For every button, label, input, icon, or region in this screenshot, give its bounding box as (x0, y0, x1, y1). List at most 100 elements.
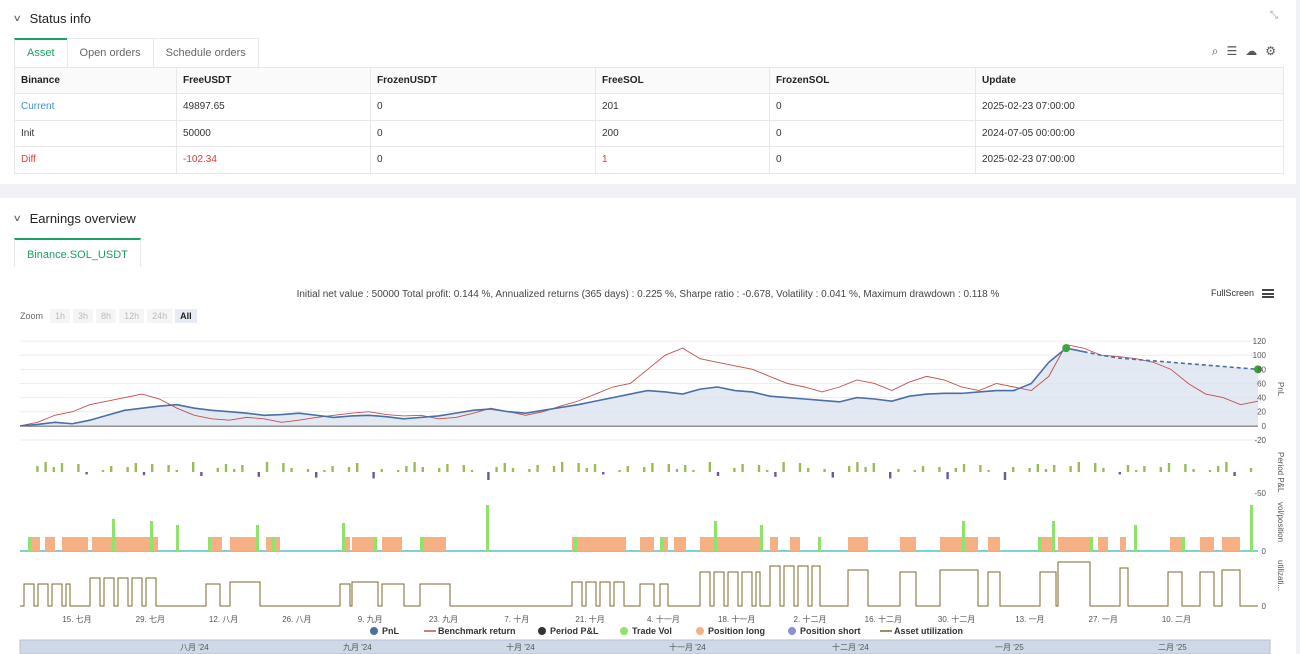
period-bar (913, 470, 916, 472)
period-bar (626, 466, 629, 472)
period-bar (257, 472, 260, 477)
zoom-12h-button[interactable]: 12h (119, 309, 145, 323)
position-long-block (1170, 537, 1182, 551)
legend-item: Period P&L (550, 626, 599, 636)
period-bar (561, 462, 564, 472)
period-bar (306, 469, 310, 472)
chevron-down-icon[interactable]: ∨ (12, 213, 22, 223)
period-bar (495, 467, 498, 472)
period-bar (675, 469, 679, 472)
period-bar (1012, 467, 1015, 472)
position-long-block (45, 537, 55, 551)
period-bar (1159, 467, 1162, 472)
col-frozen-usdt: FrozenUSDT (370, 67, 596, 94)
cell-free-usdt: 49897.65 (176, 93, 371, 121)
period-bar (446, 464, 449, 472)
period-bar (1249, 468, 1253, 472)
position-long-block (700, 537, 760, 551)
period-bar (44, 462, 47, 472)
tab-binance-sol-usdt[interactable]: Binance.SOL_USDT (14, 238, 141, 267)
position-long-block (208, 537, 222, 551)
period-bar (134, 463, 137, 472)
period-bar (708, 462, 711, 472)
cell-free-usdt: -102.34 (176, 146, 371, 174)
status-info-panel: ∨ Status info ⤡ Asset Open orders Schedu… (0, 0, 1296, 184)
trade-vol-bar (1090, 537, 1093, 551)
pnl-tick-label: 100 (1253, 351, 1267, 360)
row-label: Init (14, 119, 177, 147)
tab-asset[interactable]: Asset (14, 38, 68, 67)
period-bar (872, 463, 875, 472)
period-bar (774, 472, 777, 477)
zoom-3h-button[interactable]: 3h (73, 309, 94, 323)
col-free-usdt: FreeUSDT (176, 67, 371, 94)
end-marker (1254, 365, 1262, 374)
period-bar (593, 464, 597, 472)
trade-vol-bar (256, 525, 259, 551)
trade-vol-bar (1052, 521, 1055, 551)
period-bar (52, 467, 55, 472)
period-bar (667, 464, 670, 472)
period-bar (438, 468, 441, 472)
x-tick-label: 29. 七月 (136, 615, 165, 624)
chevron-down-icon[interactable]: ∨ (12, 13, 22, 23)
earnings-chart[interactable]: 120 100 80 60 40 20 0 -20 -50 0 0 15. 七月 29. 七月 1… (0, 332, 1296, 654)
x-tick-label: 7. 十月 (504, 614, 529, 624)
pnl-tick-label: 60 (1257, 379, 1266, 388)
x-tick-label: 15. 七月 (62, 615, 91, 624)
period-bar (692, 470, 695, 472)
period-bar (241, 465, 244, 472)
tab-open-orders[interactable]: Open orders (66, 38, 154, 67)
navigator-range (19, 639, 1271, 654)
gear-icon[interactable]: ⚙ (1265, 44, 1276, 58)
period-bar (946, 472, 949, 480)
period-bar (175, 470, 178, 472)
cloud-download-icon[interactable]: ☁ (1245, 44, 1258, 58)
collapse-icon[interactable]: ⤡ (1270, 10, 1278, 21)
list-icon[interactable]: ☰ (1226, 44, 1238, 58)
period-bar (380, 469, 383, 472)
search-icon[interactable]: ⌕ (1211, 44, 1219, 58)
zoom-all-button[interactable]: All (175, 309, 197, 323)
period-bar (224, 464, 228, 472)
period-bar (856, 462, 859, 472)
zoom-24h-button[interactable]: 24h (147, 309, 173, 323)
earnings-header[interactable]: ∨ Earnings overview (12, 211, 136, 226)
period-bar (167, 465, 170, 472)
x-tick-label: 26. 八月 (282, 615, 311, 624)
cell-frozen-sol: 0 (769, 93, 976, 121)
period-bar (823, 469, 826, 472)
trade-vol-bar (1250, 505, 1253, 551)
menu-icon[interactable] (1262, 288, 1274, 298)
position-long-block (848, 537, 868, 551)
trade-vol-bar (714, 521, 717, 551)
col-frozen-sol: FrozenSOL (769, 67, 976, 94)
fullscreen-button[interactable]: FullScreen (1210, 288, 1254, 298)
period-bar (1028, 468, 1031, 472)
legend-marker (788, 627, 796, 635)
pnl-tick-label: 120 (1253, 337, 1267, 346)
period-bar (503, 463, 506, 472)
fullscreen-control: FullScreen (1211, 288, 1274, 298)
position-long-block (382, 537, 402, 551)
zoom-1h-button[interactable]: 1h (50, 309, 71, 323)
legend-marker (696, 627, 704, 635)
row-label: Diff (14, 146, 177, 174)
period-bar (1135, 470, 1138, 472)
cell-free-sol: 1 (595, 146, 770, 174)
legend-item: Trade Vol (632, 626, 672, 636)
period-bar (897, 469, 900, 472)
vol-tick-label: 0 (1262, 547, 1267, 556)
status-info-header[interactable]: ∨ Status info (12, 11, 91, 26)
tab-schedule-orders[interactable]: Schedule orders (152, 38, 259, 67)
x-tick-label: 10. 二月 (1162, 615, 1191, 624)
period-bar (757, 465, 761, 472)
util-tick-label: 0 (1262, 602, 1267, 611)
period-bar (602, 472, 605, 475)
position-long-block (422, 537, 446, 551)
trade-vol-bar (176, 525, 179, 551)
period-bar (462, 465, 465, 472)
navigator-tick-label: 十月 '24 (506, 642, 535, 652)
x-tick-label: 4. 十一月 (647, 614, 680, 624)
zoom-8h-button[interactable]: 8h (96, 309, 117, 323)
